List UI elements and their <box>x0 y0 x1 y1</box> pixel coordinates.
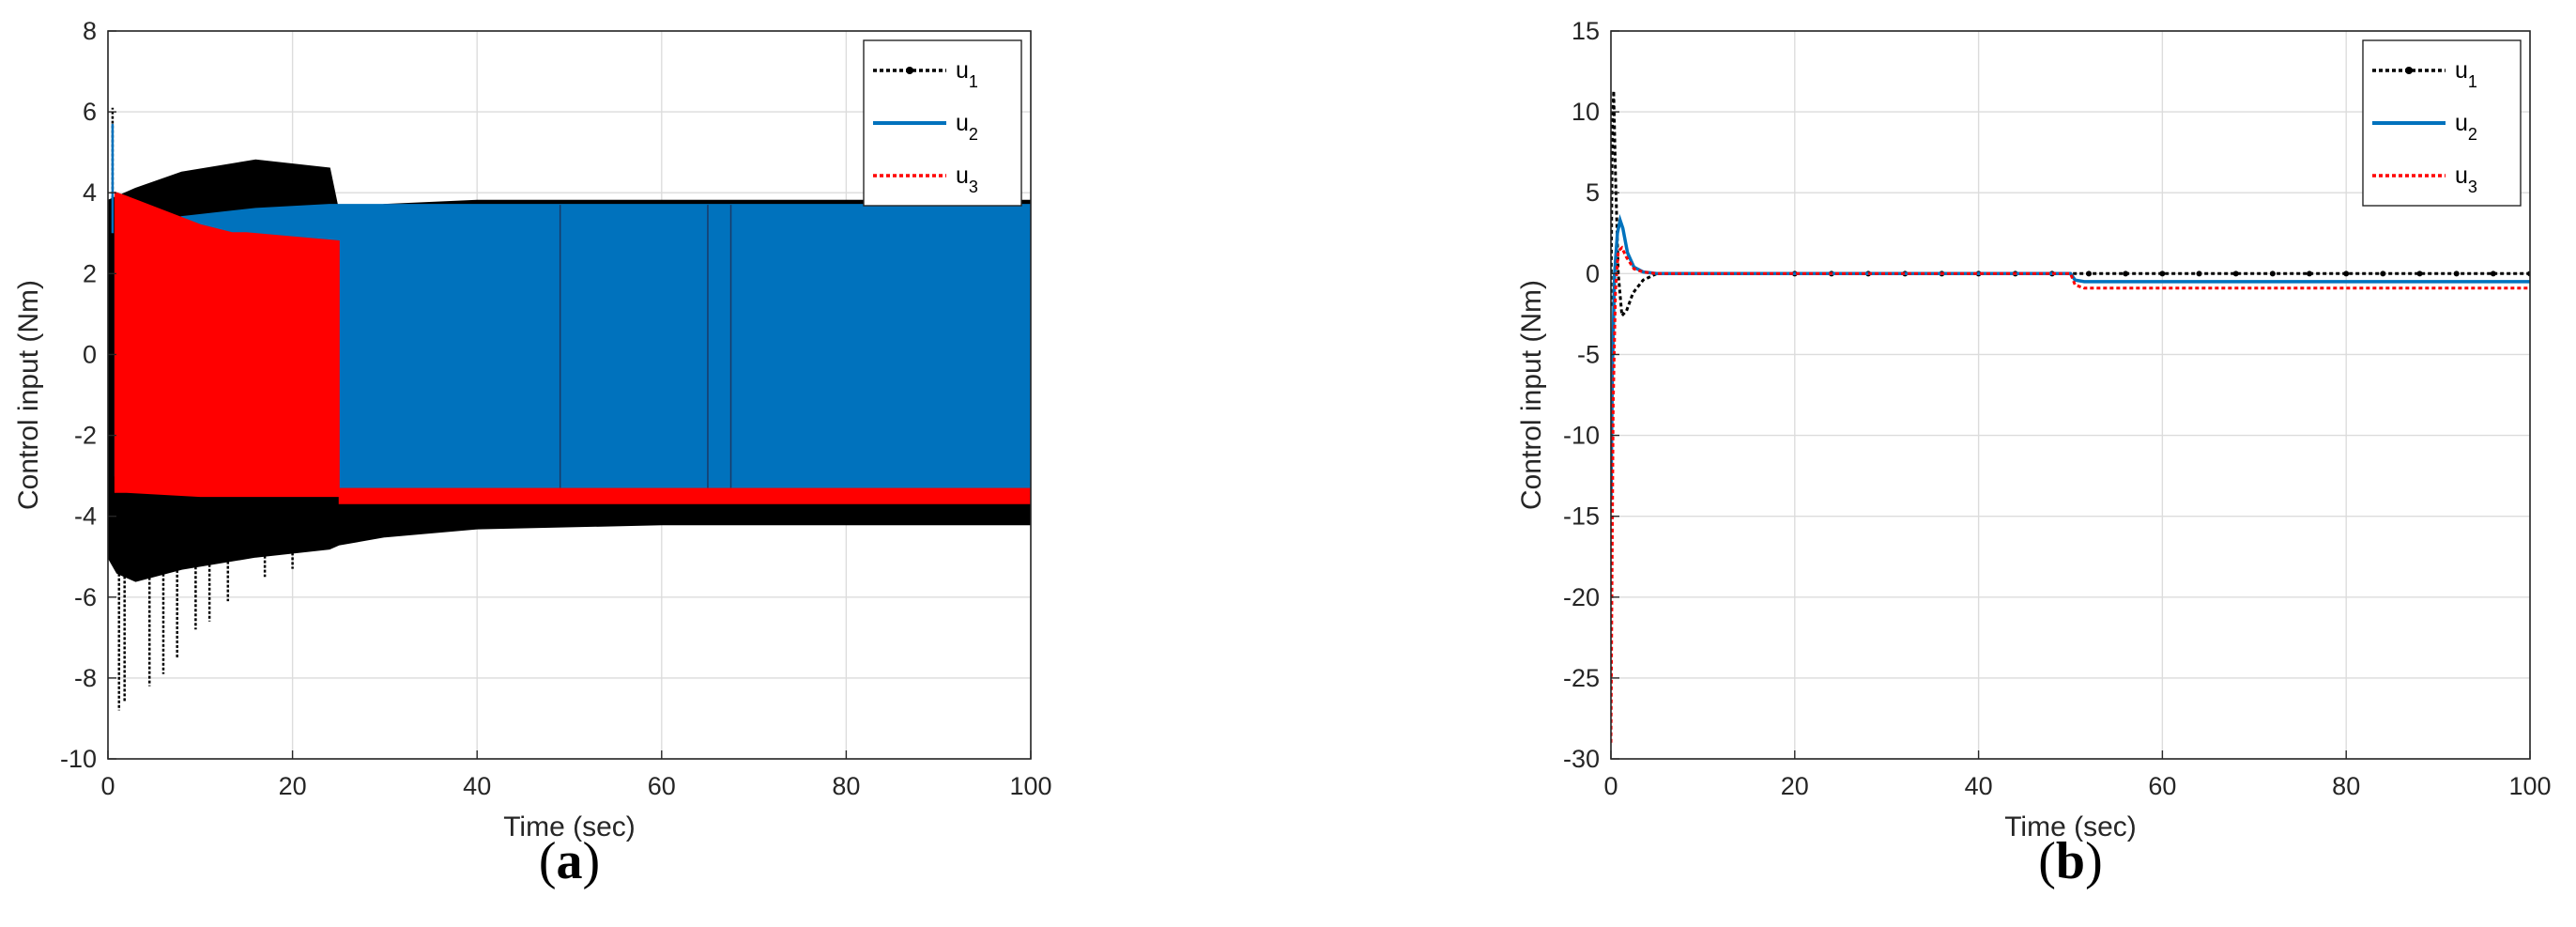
y-tick-label: -15 <box>1563 502 1600 531</box>
x-axis-label: Time (sec) <box>2004 811 2137 842</box>
x-tick-label: 80 <box>832 772 860 800</box>
legend-label-2: u2 <box>2455 110 2477 144</box>
caption-letter: b <box>2056 832 2085 890</box>
series-line-3 <box>1611 245 2530 743</box>
chart-b-svg: 0 20 40 60 80 100 -30 -25 -20 -15 -10 -5 0 5 10 15 Time … <box>1516 17 2552 890</box>
panel-caption: (a) <box>539 832 600 890</box>
x-tick-label: 0 <box>1603 772 1618 800</box>
axes-box <box>1610 30 2531 760</box>
legend-label-base: u <box>2455 110 2468 136</box>
x-tick-label: 100 <box>1009 772 1051 800</box>
caption-letter: a <box>557 832 583 890</box>
caption-open: ( <box>2038 832 2056 890</box>
y-tick-label: -10 <box>1563 422 1600 450</box>
y-tick-label: -20 <box>1563 583 1600 611</box>
x-tick-label: 80 <box>2332 772 2360 800</box>
x-tick-label: 0 <box>100 772 115 800</box>
legend-marker-1 <box>906 67 913 74</box>
x-tick-label: 40 <box>463 772 491 800</box>
series-point-1 <box>2343 270 2350 277</box>
y-tick-label: -6 <box>74 583 97 611</box>
legend-label-2: u2 <box>956 110 978 144</box>
axes-box <box>107 30 1032 760</box>
legend-marker-1 <box>2405 67 2413 74</box>
series-band-3 <box>114 191 340 498</box>
series-band-tail-3 <box>338 487 1031 504</box>
series-u2 <box>1611 213 2530 501</box>
panel-caption: (b) <box>2038 832 2102 890</box>
legend-label-3: u3 <box>2455 162 2477 196</box>
series-line-1 <box>1611 90 2530 319</box>
legend-label-sub: 2 <box>969 125 978 144</box>
chart-panel-b: 0 20 40 60 80 100 -30 -25 -20 -15 -10 -5 0 5 10 15 Time … <box>1288 0 2576 922</box>
x-tick-label: 20 <box>279 772 307 800</box>
caption-open: ( <box>539 832 557 890</box>
y-tick-label: -5 <box>1577 340 1600 368</box>
series-layer <box>108 107 1031 711</box>
series-point-1 <box>2086 270 2093 277</box>
y-tick-label: 0 <box>83 340 97 368</box>
legend-label-base: u <box>2455 162 2468 189</box>
legend-label-3: u3 <box>956 162 978 196</box>
x-tick-label: 60 <box>648 772 676 800</box>
y-tick-label: 6 <box>83 98 97 126</box>
x-axis-label: Time (sec) <box>503 811 636 842</box>
legend-label-sub: 3 <box>2468 178 2477 196</box>
series-point-1 <box>2232 270 2239 277</box>
y-tick-label: -8 <box>74 664 97 692</box>
y-axis-label: Control input (Nm) <box>13 280 44 510</box>
legend-label-base: u <box>956 57 969 84</box>
y-tick-label: 0 <box>1586 259 1600 287</box>
series-point-1 <box>2416 270 2423 277</box>
y-tick-label: -30 <box>1563 745 1600 773</box>
y-tick-label: -10 <box>60 745 97 773</box>
x-tick-label: 20 <box>1781 772 1809 800</box>
legend-label-base: u <box>956 110 969 136</box>
x-tick-label: 60 <box>2148 772 2176 800</box>
series-point-1 <box>2307 270 2313 277</box>
legend-label-base: u <box>2455 57 2468 84</box>
x-tick-label: 40 <box>1965 772 1993 800</box>
series-u3 <box>1611 245 2530 743</box>
x-tick-label: 100 <box>2508 772 2551 800</box>
series-line-2 <box>1611 213 2530 501</box>
caption-close: ) <box>583 832 601 890</box>
y-tick-label: 8 <box>83 17 97 45</box>
y-tick-label: -2 <box>74 422 97 450</box>
y-tick-label: 10 <box>1572 98 1600 126</box>
y-tick-label: 5 <box>1586 178 1600 207</box>
series-point-1 <box>2196 270 2202 277</box>
series-point-1 <box>2269 270 2276 277</box>
y-tick-label: 4 <box>83 178 97 207</box>
caption-close: ) <box>2085 832 2103 890</box>
series-point-1 <box>2380 270 2386 277</box>
legend-label-sub: 1 <box>2468 72 2477 91</box>
series-u3 <box>114 191 1031 504</box>
y-axis-label: Control input (Nm) <box>1516 280 1547 510</box>
legend-label-sub: 3 <box>969 178 978 196</box>
legend-label-1: u1 <box>956 57 978 91</box>
series-point-1 <box>2453 270 2460 277</box>
y-tick-label: 2 <box>83 259 97 287</box>
legend-label-base: u <box>956 162 969 189</box>
series-point-1 <box>2490 270 2496 277</box>
chart-panel-a: 0 20 40 60 80 100 -10 -8 -6 -4 -2 0 2 4 6 8 Time (sec) Co… <box>0 0 1288 922</box>
y-tick-label: -25 <box>1563 664 1600 692</box>
series-point-1 <box>2159 270 2166 277</box>
y-tick-label: -4 <box>74 502 97 531</box>
series-layer <box>1611 90 2530 743</box>
legend-label-1: u1 <box>2455 57 2477 91</box>
legend-label-sub: 2 <box>2468 125 2477 144</box>
legend-label-sub: 1 <box>969 72 978 91</box>
chart-a-svg: 0 20 40 60 80 100 -10 -8 -6 -4 -2 0 2 4 6 8 Time (sec) Co… <box>13 17 1052 890</box>
series-point-1 <box>2123 270 2129 277</box>
y-tick-label: 15 <box>1572 17 1600 45</box>
